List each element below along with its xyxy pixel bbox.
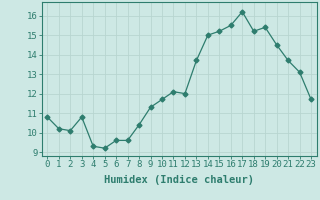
X-axis label: Humidex (Indice chaleur): Humidex (Indice chaleur) (104, 175, 254, 185)
